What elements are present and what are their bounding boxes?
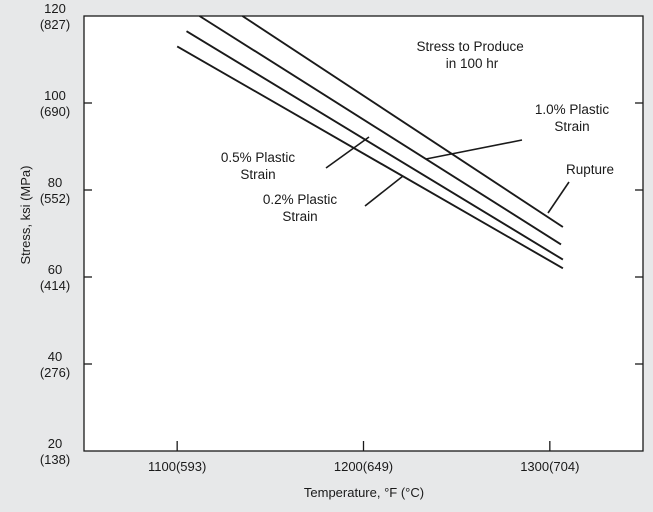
y-tick-label: 120 (827) (40, 1, 70, 32)
series-label-line: Strain (240, 167, 275, 182)
y-tick-labels: 120 (827)100 (690)80 (552)60 (414)40 (276)20(… (40, 1, 70, 467)
series-line-1-0pct-plastic-strain (198, 15, 562, 246)
leader-0-5pct-plastic-strain (325, 136, 370, 169)
series-label-line: Rupture (566, 162, 614, 177)
x-tick-labels: 1100(593) 1200(649) 1300(704) (148, 459, 579, 474)
leader-0-2pct-plastic-strain (364, 175, 404, 207)
series-label-0-5pct-plastic-strain: 0.5% Plastic Strain (221, 150, 296, 182)
series-label-line: 0.5% Plastic (221, 150, 296, 165)
chart-heading-line-2: in 100 hr (446, 56, 499, 71)
series-labels: Rupture 1.0% Plastic Strain 0.5% Plastic Str… (221, 102, 614, 224)
series-label-rupture: Rupture (566, 162, 614, 177)
plot-area (83, 15, 644, 452)
y-tick-label: 100 (690) (40, 88, 70, 119)
series-label-line: Strain (282, 209, 317, 224)
series-line-0-5pct-plastic-strain (186, 30, 564, 261)
label-leader-lines (325, 136, 570, 214)
y-tick-label: 20 (138) (40, 436, 70, 467)
y-tick-label-ksi: 60 (48, 262, 62, 277)
y-tick-label-ksi: 100 (44, 88, 66, 103)
chart-heading: Stress to Produce in 100 hr (416, 39, 527, 71)
series-line-rupture (241, 15, 564, 228)
axis-ticks (84, 102, 643, 451)
y-tick-label: 80 (552) (40, 175, 70, 206)
series-label-1-0pct-plastic-strain: 1.0% Plastic Strain (535, 102, 610, 134)
y-tick-label-ksi: 120 (44, 1, 66, 16)
y-tick-label-mpa: (827) (40, 17, 70, 32)
y-tick-label-mpa: (552) (40, 191, 70, 206)
y-axis-title: Stress, ksi (MPa) (18, 166, 33, 265)
x-tick-label: 1300(704) (520, 459, 579, 474)
y-tick-label-mpa: (690) (40, 104, 70, 119)
y-tick-label: 60 (414) (40, 262, 70, 293)
leader-1-0pct-plastic-strain (425, 139, 523, 160)
y-tick-label-ksi: 80 (48, 175, 62, 190)
x-tick-label: 1100(593) (148, 459, 206, 474)
series-line-0-2pct-plastic-strain (176, 45, 564, 270)
series-lines (176, 15, 564, 270)
series-label-line: 0.2% Plastic (263, 192, 338, 207)
x-tick-label: 1200(649) (334, 459, 393, 474)
chart-heading-line-1: Stress to Produce (416, 39, 523, 54)
y-tick-label: 40 (276) (40, 349, 70, 380)
series-label-line: Strain (554, 119, 589, 134)
series-label-line: 1.0% Plastic (535, 102, 610, 117)
y-tick-label-mpa: (138) (40, 452, 70, 467)
x-axis-title: Temperature, °F (°C) (304, 485, 424, 500)
y-tick-label-mpa: (276) (40, 365, 70, 380)
y-tick-label-ksi: 20 (48, 436, 62, 451)
y-tick-label-ksi: 40 (48, 349, 62, 364)
series-label-0-2pct-plastic-strain: 0.2% Plastic Strain (263, 192, 338, 224)
y-tick-label-mpa: (414) (40, 278, 70, 293)
leader-rupture (547, 181, 570, 214)
